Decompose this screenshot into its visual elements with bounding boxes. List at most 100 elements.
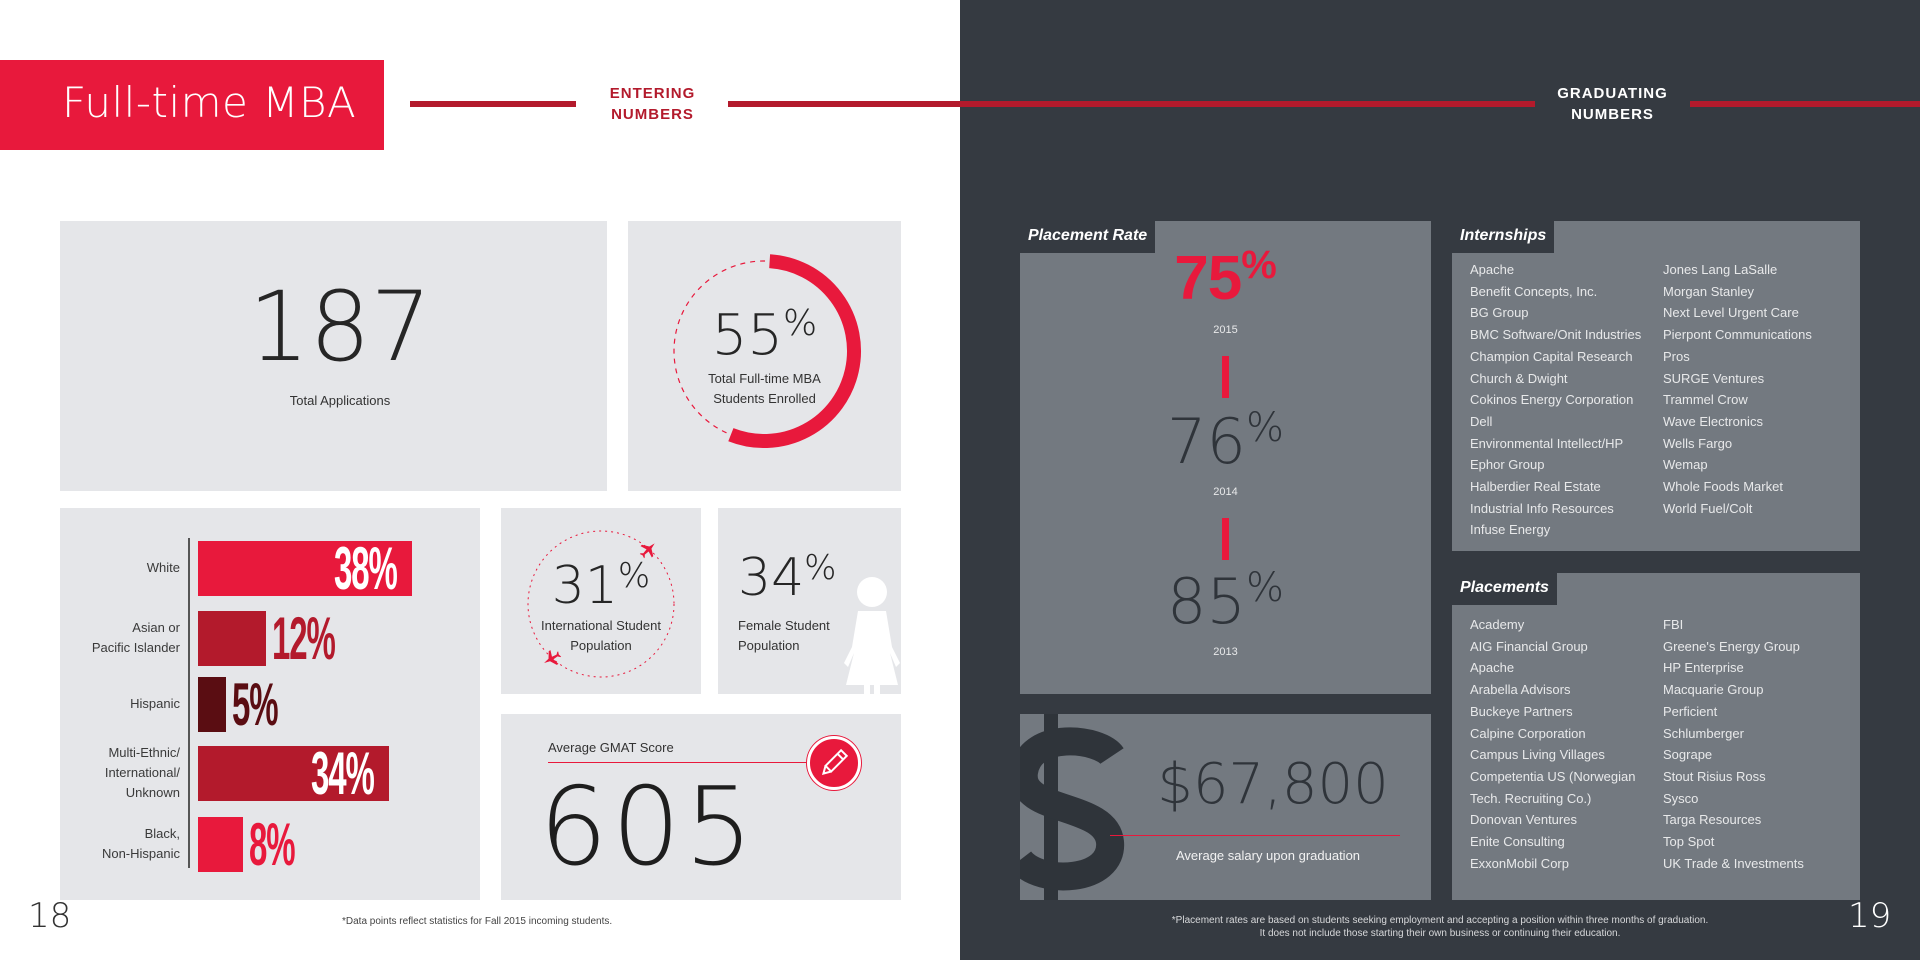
placement-2015: 75%: [1020, 243, 1431, 314]
header-rule-right: [1690, 101, 1920, 107]
placement-2015-unit: %: [1241, 243, 1277, 287]
placements-panel: Placements Academy AIG Financial Group Apa…: [1452, 573, 1860, 900]
internships-tag: Internships: [1452, 221, 1555, 253]
placements-column-1: Academy AIG Financial Group Apache Arabella…: [1470, 614, 1635, 874]
graduating-numbers-heading: GRADUATING NUMBERS: [1545, 83, 1680, 125]
international-value-wrap: 31%: [501, 556, 701, 616]
list-item: Next Level Urgent Care: [1663, 305, 1799, 321]
gmat-label: Average GMAT Score: [548, 740, 674, 755]
international-unit: %: [617, 556, 651, 596]
enrolled-value: 55: [711, 303, 784, 368]
list-item: Apache: [1470, 660, 1515, 676]
list-item: UK Trade & Investments: [1663, 855, 1804, 871]
international-panel: 31% International Student Population: [501, 508, 701, 694]
list-item: Enite Consulting: [1470, 834, 1565, 850]
placement-2014-value: 76: [1167, 405, 1246, 478]
footnote-right: *Placement rates are based on students s…: [1020, 914, 1860, 940]
header-rule-middle: [728, 101, 1535, 107]
airplane-icon-2: [544, 650, 562, 665]
ethnicity-axis: [188, 538, 190, 868]
placements-tag: Placements: [1452, 573, 1557, 605]
list-item: Greene's Energy Group: [1663, 638, 1800, 654]
bar-label: Multi-Ethnic/International/Unknown: [104, 745, 180, 800]
placement-2013-unit: %: [1245, 565, 1284, 611]
list-item: Wemap: [1663, 457, 1708, 473]
bar: [198, 677, 227, 732]
list-item: Macquarie Group: [1663, 682, 1764, 698]
list-item: Champion Capital Research: [1470, 348, 1633, 364]
female-value: 34: [738, 548, 805, 608]
list-item: Church & Dwight: [1470, 370, 1568, 386]
list-item: Buckeye Partners: [1470, 703, 1573, 719]
female-unit: %: [804, 548, 837, 588]
salary-panel: $67,800 Average salary upon graduation: [1020, 714, 1431, 900]
list-item: FBI: [1663, 617, 1684, 632]
list-item: HP Enterprise: [1663, 660, 1744, 676]
list-item: Morgan Stanley: [1663, 283, 1755, 299]
placement-connector-2: [1222, 518, 1229, 560]
bar-value-label: 5%: [232, 671, 279, 738]
list-item: Cokinos Energy Corporation: [1470, 392, 1634, 408]
list-item: Benefit Concepts, Inc.: [1470, 283, 1598, 299]
placement-connector-1: [1222, 356, 1229, 398]
applications-panel: 187 Total Applications: [60, 221, 607, 491]
list-item: Perficient: [1663, 703, 1718, 719]
internships-column-2: Jones Lang LaSalle Morgan Stanley Next Lev…: [1663, 259, 1812, 519]
list-item: Infuse Energy: [1470, 522, 1551, 538]
bar-label: Hispanic: [130, 696, 180, 711]
bar-label: Black, Non-Hispanic: [101, 826, 180, 861]
page-number-left: 18: [28, 896, 72, 936]
list-item: Whole Foods Market: [1663, 479, 1783, 495]
internships-column-1: Apache Benefit Concepts, Inc. BG Group BMC …: [1470, 259, 1641, 541]
placement-2013-year: 2013: [1213, 646, 1238, 658]
international-value: 31: [551, 556, 618, 616]
list-item: Arabella Advisors: [1470, 682, 1571, 698]
list-item: Pros: [1663, 348, 1690, 364]
list-item: Donovan Ventures: [1470, 812, 1577, 828]
bar: [198, 611, 266, 666]
bar-value-label: 12%: [271, 605, 336, 672]
salary-value: $67,800: [1157, 752, 1389, 817]
entering-line1: ENTERING: [609, 85, 696, 102]
footnote-left: *Data points reflect statistics for Fall…: [342, 916, 613, 927]
salary-label: Average salary upon graduation: [1175, 848, 1361, 863]
list-item: BG Group: [1470, 305, 1529, 321]
gmat-value: 605: [539, 765, 758, 890]
list-item: Stout Risius Ross: [1663, 768, 1766, 784]
bar-label: Asian or Pacific Islander: [91, 620, 180, 655]
list-item: Competentia US (Norwegian: [1470, 768, 1636, 784]
enrolled-panel: 55% Total Full-time MBA Students Enrolle…: [628, 221, 901, 491]
female-figure-icon: [844, 577, 900, 713]
placement-2015-year: 2015: [1213, 324, 1238, 336]
list-item: World Fuel/Colt: [1663, 500, 1753, 516]
bar-value-label: 34%: [311, 740, 375, 807]
list-item: Tech. Recruiting Co.): [1470, 790, 1592, 806]
enrolled-unit: %: [783, 303, 818, 344]
list-item: Academy: [1470, 617, 1525, 632]
airplane-icon: [639, 543, 655, 559]
gmat-rule: [548, 762, 810, 763]
list-item: AIG Financial Group: [1470, 638, 1588, 654]
bar-value-label: 8%: [249, 811, 296, 878]
list-item: SURGE Ventures: [1663, 370, 1765, 386]
ethnicity-panel: White 38% Asian or Pacific Islander 12% Hispa…: [60, 508, 480, 900]
bar: [198, 817, 244, 872]
list-item: Environmental Intellect/HP: [1470, 435, 1624, 451]
international-orbit: [527, 530, 675, 678]
international-label: International Student Population: [501, 616, 701, 656]
female-value-wrap: 34%: [738, 548, 836, 608]
female-label: Female Student Population: [738, 616, 830, 656]
list-item: Dell: [1470, 413, 1493, 429]
list-item: ExxonMobil Corp: [1470, 855, 1569, 871]
list-item: BMC Software/Onit Industries: [1470, 327, 1642, 343]
page-title: Full-time MBA: [0, 60, 384, 150]
list-item: Campus Living Villages: [1470, 747, 1605, 763]
internships-panel: Internships Apache Benefit Concepts, Inc.…: [1452, 221, 1860, 551]
placements-column-2: FBI Greene's Energy Group HP Enterprise Mac…: [1663, 614, 1804, 874]
applications-value: 187: [248, 271, 432, 383]
applications-label: Total Applications: [289, 393, 391, 408]
bar: [198, 541, 412, 596]
list-item: Sysco: [1663, 790, 1699, 806]
female-label-line1: Female Student: [738, 618, 830, 633]
placement-2014-year: 2014: [1213, 486, 1238, 498]
